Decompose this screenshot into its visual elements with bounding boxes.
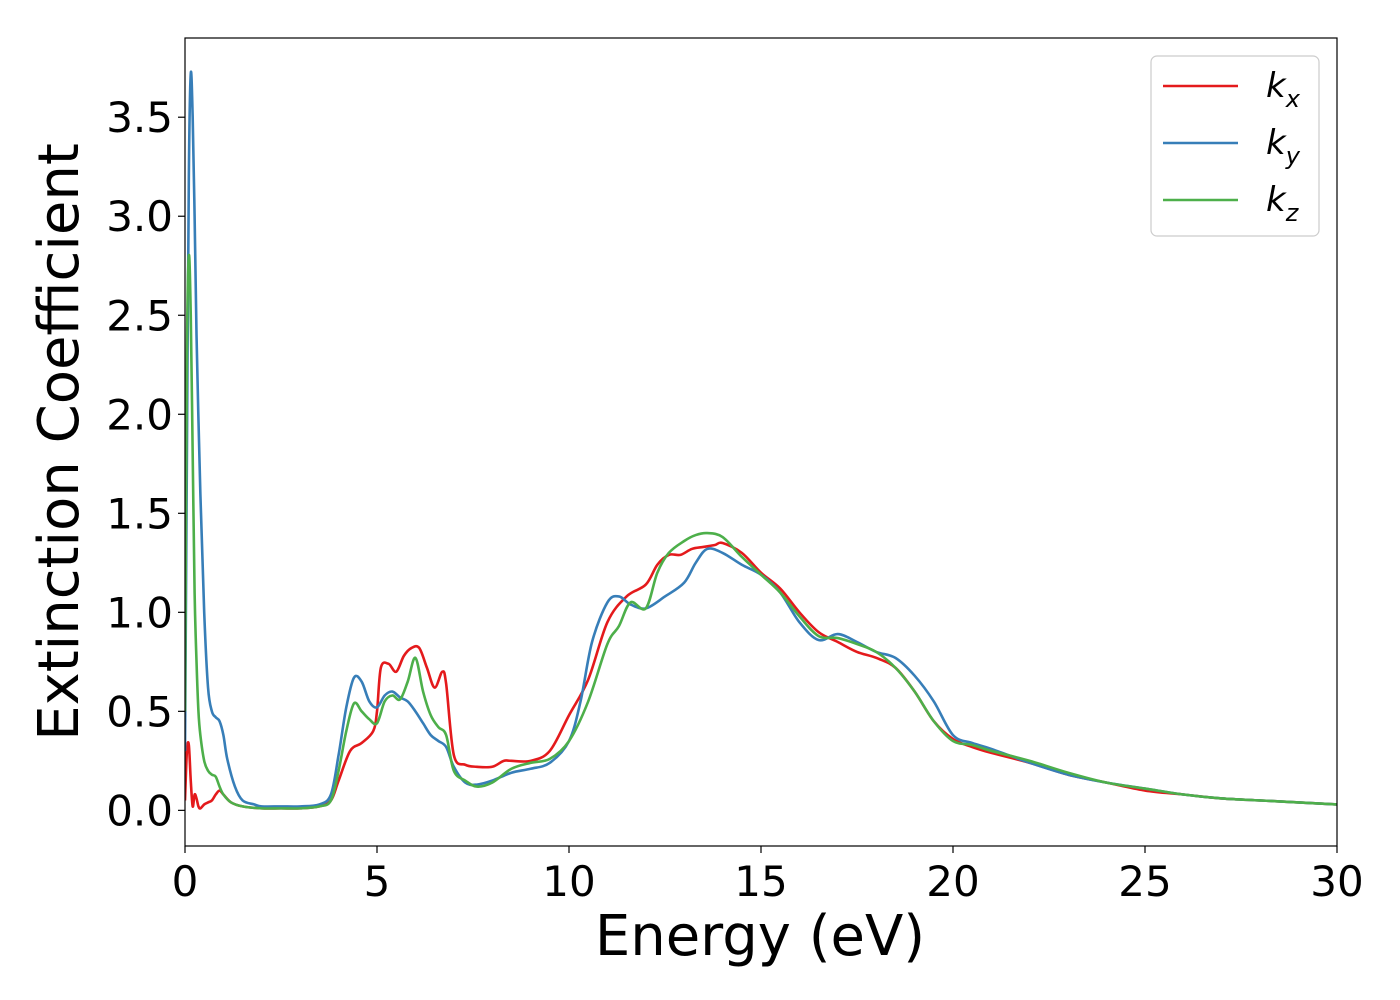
x-tick-label: 10 xyxy=(542,857,595,906)
x-tick-label: 0 xyxy=(172,857,199,906)
legend-label-base: k xyxy=(1266,66,1287,106)
y-tick-label: 2.0 xyxy=(106,390,173,439)
legend-label-base: k xyxy=(1266,123,1287,163)
y-tick-label: 1.0 xyxy=(106,588,173,637)
legend-label-y: ky xyxy=(1266,123,1301,170)
legend-label-base: k xyxy=(1266,180,1287,220)
x-axis-ticks: 0 5 10 15 20 25 30 xyxy=(172,846,1364,906)
legend-frame xyxy=(1150,55,1320,237)
y-tick-label: 1.5 xyxy=(106,489,173,538)
x-tick-label: 30 xyxy=(1310,857,1363,906)
legend-label-z: kz xyxy=(1266,180,1300,227)
x-tick-label: 25 xyxy=(1118,857,1171,906)
y-tick-label: 3.0 xyxy=(106,192,173,241)
legend-label-subscript: z xyxy=(1285,199,1300,227)
y-tick-label: 2.5 xyxy=(106,291,173,340)
x-axis-label: Energy (eV) xyxy=(595,904,925,969)
y-tick-label: 3.5 xyxy=(106,93,173,142)
y-axis-ticks: 0.0 0.5 1.0 1.5 2.0 2.5 3.0 3.5 xyxy=(106,93,185,835)
series-layer xyxy=(185,70,1337,810)
y-tick-label: 0.0 xyxy=(106,786,173,835)
x-tick-label: 20 xyxy=(926,857,979,906)
x-tick-label: 15 xyxy=(734,857,787,906)
series-line-z xyxy=(185,253,1337,810)
legend-label-x: kx xyxy=(1266,66,1301,113)
legend-label-subscript: y xyxy=(1285,142,1301,170)
y-tick-label: 0.5 xyxy=(106,687,173,736)
y-axis-label: Extinction Coefficient xyxy=(27,143,92,741)
x-tick-label: 5 xyxy=(364,857,391,906)
legend-label-subscript: x xyxy=(1285,85,1301,113)
